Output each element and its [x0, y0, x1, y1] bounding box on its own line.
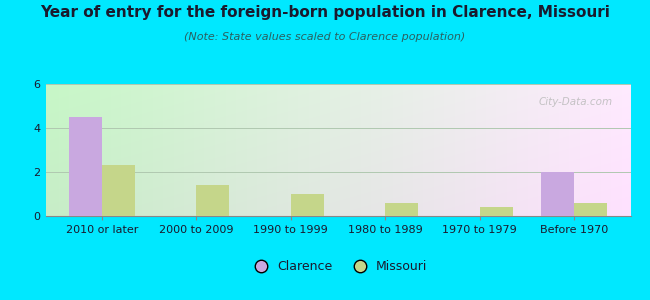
Bar: [574, 203, 607, 216]
Bar: [291, 194, 324, 216]
Bar: [480, 207, 513, 216]
Bar: [102, 165, 135, 216]
Text: (Note: State values scaled to Clarence population): (Note: State values scaled to Clarence p…: [185, 32, 465, 41]
Text: City-Data.com: City-Data.com: [539, 97, 613, 107]
Bar: [385, 203, 418, 216]
Legend: Clarence, Missouri: Clarence, Missouri: [244, 255, 432, 278]
Text: Year of entry for the foreign-born population in Clarence, Missouri: Year of entry for the foreign-born popul…: [40, 4, 610, 20]
Bar: [69, 117, 102, 216]
Bar: [196, 185, 229, 216]
Bar: [541, 172, 574, 216]
